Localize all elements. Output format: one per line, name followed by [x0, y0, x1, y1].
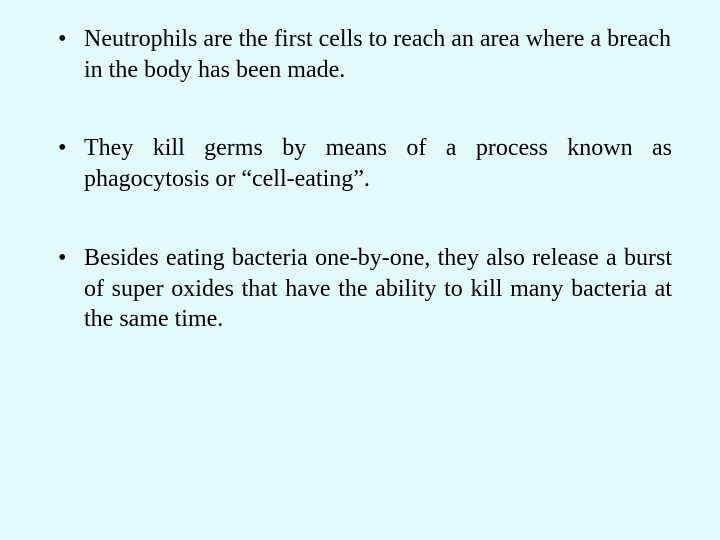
bullet-text: Besides eating bacteria one-by-one, they…	[84, 245, 672, 332]
bullet-item: Besides eating bacteria one-by-one, they…	[48, 243, 672, 335]
slide: Neutrophils are the first cells to reach…	[0, 0, 720, 540]
bullet-item: Neutrophils are the first cells to reach…	[48, 24, 672, 85]
bullet-list: Neutrophils are the first cells to reach…	[48, 24, 672, 335]
bullet-text: Neutrophils are the first cells to reach…	[84, 26, 671, 83]
bullet-item: They kill germs by means of a process kn…	[48, 133, 672, 194]
bullet-text: They kill germs by means of a process kn…	[84, 135, 672, 192]
